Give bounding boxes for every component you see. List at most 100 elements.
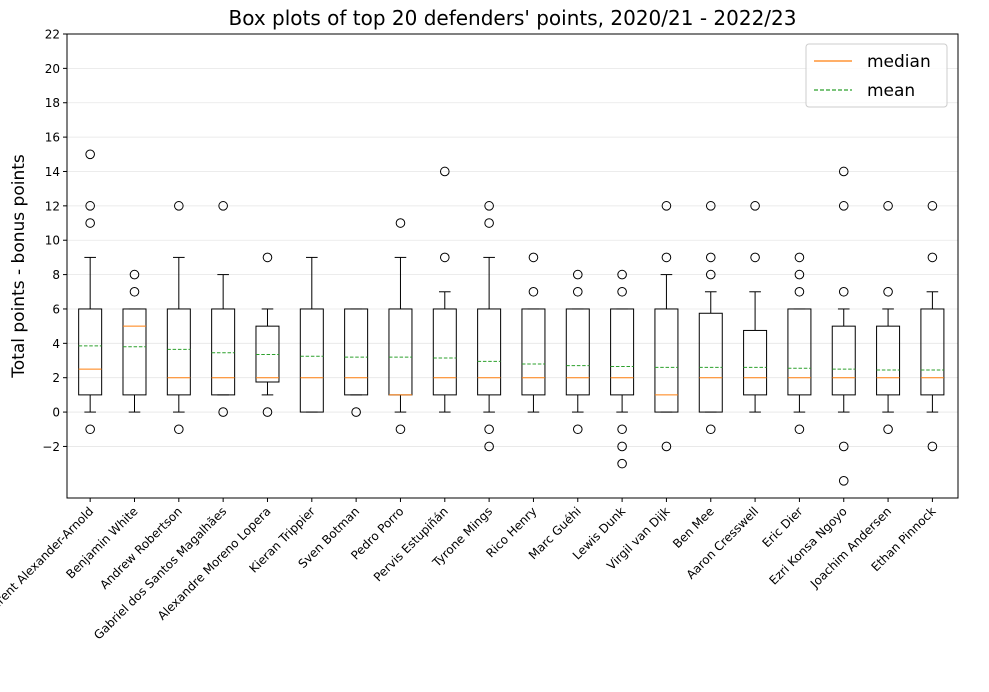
y-tick-label: 18 bbox=[45, 96, 60, 110]
outlier-point bbox=[838, 201, 849, 211]
outlier-point bbox=[439, 252, 450, 263]
box-18 bbox=[831, 166, 856, 486]
outlier-point bbox=[794, 252, 805, 263]
outlier-point bbox=[484, 441, 494, 452]
outlier-point bbox=[838, 476, 849, 486]
outlier-point bbox=[174, 424, 184, 435]
outlier-point bbox=[617, 424, 627, 435]
plot-area-frame bbox=[66, 33, 959, 499]
y-axis: −2 0 2 4 6 8 10 12 14 16 18 20 22 bbox=[42, 28, 67, 454]
outlier-point bbox=[528, 286, 539, 297]
box-15 bbox=[698, 201, 723, 435]
chart-title: Box plots of top 20 defenders' points, 2… bbox=[229, 6, 797, 30]
iqr-box bbox=[78, 308, 103, 396]
box-13 bbox=[610, 269, 635, 469]
iqr-box bbox=[344, 308, 369, 396]
box-2 bbox=[122, 269, 147, 413]
outlier-point bbox=[794, 286, 805, 297]
outlier-point bbox=[395, 218, 406, 228]
outlier-point bbox=[705, 269, 716, 280]
outlier-point bbox=[439, 166, 450, 177]
outlier-point bbox=[617, 458, 627, 469]
x-tick-label: Andrew Robertson bbox=[97, 504, 185, 592]
iqr-box bbox=[166, 308, 191, 396]
y-tick-label: 6 bbox=[52, 302, 60, 316]
outlier-point bbox=[617, 286, 627, 297]
outlier-point bbox=[484, 218, 494, 228]
outlier-point bbox=[174, 201, 184, 211]
box-17 bbox=[787, 252, 812, 435]
outlier-point bbox=[661, 441, 672, 452]
y-tick-label: 8 bbox=[52, 268, 60, 282]
box-7 bbox=[344, 308, 369, 417]
outlier-point bbox=[129, 269, 140, 280]
iqr-box bbox=[610, 308, 635, 396]
x-tick-label: Joachim Andersen bbox=[807, 504, 894, 591]
box-11 bbox=[521, 252, 546, 413]
y-tick-label: 10 bbox=[45, 234, 60, 248]
y-tick-label: −2 bbox=[42, 440, 60, 454]
iqr-box bbox=[122, 308, 147, 396]
outlier-point bbox=[927, 252, 938, 263]
iqr-box bbox=[876, 325, 901, 396]
outlier-point bbox=[395, 424, 406, 435]
x-tick-label: Pervis Estupiñán bbox=[371, 504, 451, 584]
iqr-box bbox=[654, 308, 679, 413]
y-tick-label: 16 bbox=[45, 131, 60, 145]
outlier-point bbox=[617, 269, 627, 280]
iqr-box bbox=[698, 312, 723, 413]
boxes-layer bbox=[78, 149, 945, 486]
outlier-point bbox=[572, 424, 583, 435]
iqr-box bbox=[477, 308, 502, 396]
legend: median mean bbox=[805, 43, 948, 108]
outlier-point bbox=[484, 201, 494, 211]
outlier-point bbox=[85, 218, 95, 228]
iqr-box bbox=[521, 308, 546, 396]
outlier-point bbox=[750, 252, 760, 263]
y-tick-label: 20 bbox=[45, 62, 60, 76]
iqr-box bbox=[787, 308, 812, 396]
outlier-point bbox=[794, 424, 805, 435]
outlier-point bbox=[883, 201, 893, 211]
y-tick-label: 14 bbox=[45, 165, 60, 179]
outlier-point bbox=[262, 407, 273, 417]
iqr-box bbox=[920, 308, 945, 396]
outlier-point bbox=[927, 441, 938, 452]
outlier-point bbox=[85, 149, 95, 160]
outlier-point bbox=[705, 252, 716, 263]
outlier-point bbox=[484, 424, 494, 435]
y-tick-label: 12 bbox=[45, 199, 60, 213]
box-20 bbox=[920, 201, 945, 452]
outlier-point bbox=[838, 286, 849, 297]
iqr-box bbox=[388, 308, 413, 396]
outlier-point bbox=[661, 252, 672, 263]
outlier-point bbox=[883, 286, 893, 297]
outlier-point bbox=[927, 201, 938, 211]
outlier-point bbox=[351, 407, 361, 417]
outlier-point bbox=[838, 166, 849, 177]
box-1 bbox=[78, 149, 103, 435]
legend-label-mean: mean bbox=[867, 81, 915, 101]
outlier-point bbox=[617, 441, 627, 452]
box-12 bbox=[565, 269, 590, 435]
box-14 bbox=[654, 201, 679, 452]
outlier-point bbox=[661, 201, 672, 211]
legend-label-median: median bbox=[867, 52, 931, 72]
iqr-box bbox=[211, 308, 236, 396]
outlier-point bbox=[85, 424, 95, 435]
legend-box bbox=[805, 43, 948, 108]
box-5 bbox=[255, 252, 280, 417]
box-8 bbox=[388, 218, 413, 435]
x-tick-label: Ezri Konsa Ngoyo bbox=[766, 504, 849, 587]
outlier-point bbox=[838, 441, 849, 452]
outlier-point bbox=[218, 407, 228, 417]
outlier-point bbox=[218, 201, 228, 211]
outlier-point bbox=[705, 201, 716, 211]
y-axis-label: Total points - bonus points bbox=[9, 154, 29, 379]
box-16 bbox=[743, 201, 768, 413]
iqr-box bbox=[743, 329, 768, 396]
y-tick-label: 0 bbox=[52, 406, 60, 420]
outlier-point bbox=[794, 269, 805, 280]
